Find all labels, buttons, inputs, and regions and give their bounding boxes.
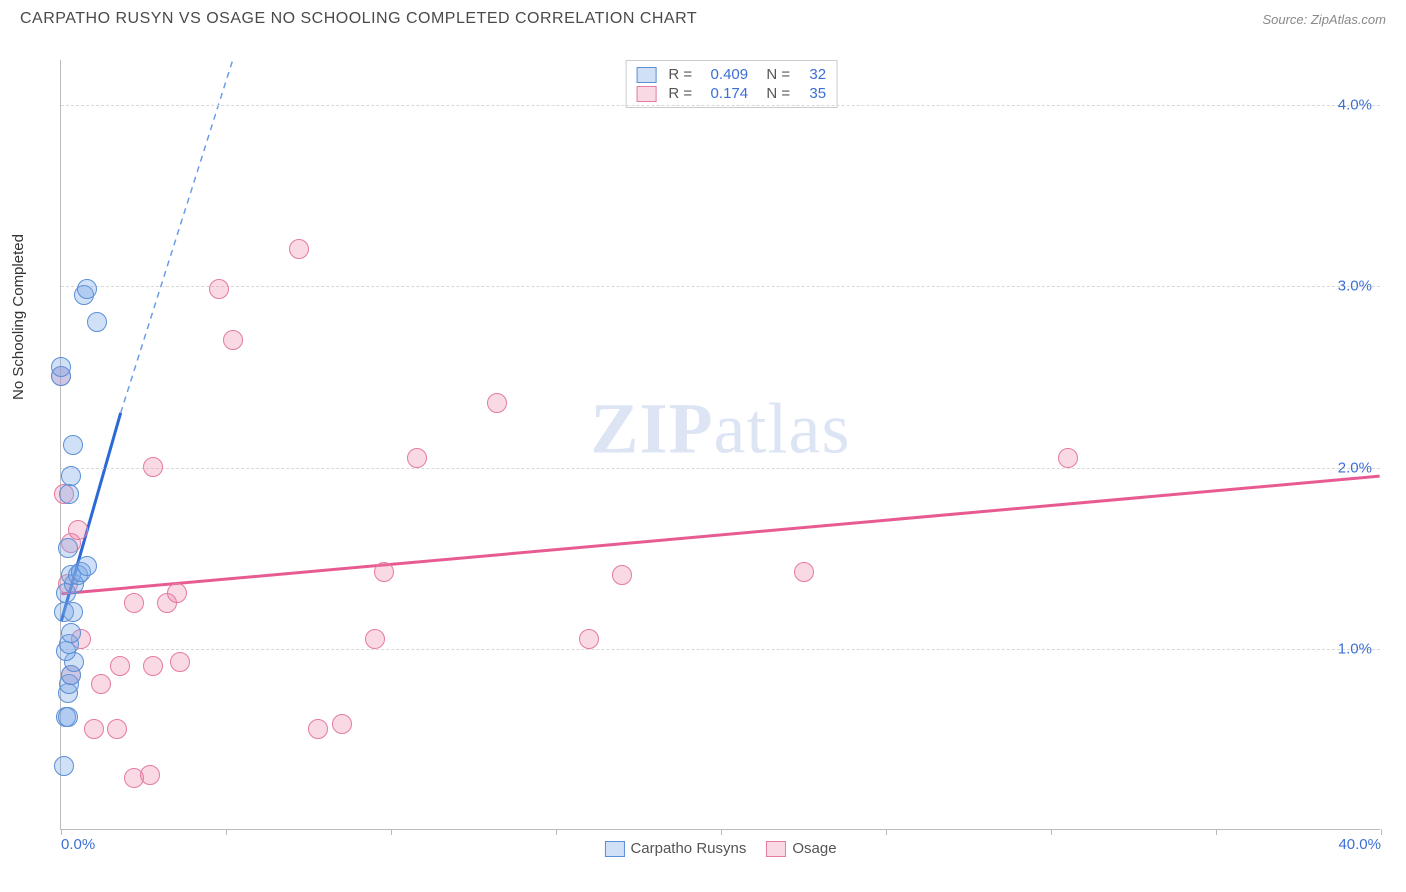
stats-row-pink: R = 0.174 N = 35	[636, 84, 826, 103]
data-point	[84, 719, 104, 739]
data-point	[63, 602, 83, 622]
chart-container: No Schooling Completed ZIPatlas R = 0.40…	[20, 40, 1386, 880]
data-point	[612, 565, 632, 585]
data-point	[487, 393, 507, 413]
data-point	[58, 707, 78, 727]
x-tick-label: 40.0%	[1338, 836, 1381, 853]
data-point	[58, 538, 78, 558]
data-point	[1058, 448, 1078, 468]
data-point	[332, 714, 352, 734]
y-tick-label: 2.0%	[1338, 459, 1372, 476]
data-point	[68, 520, 88, 540]
data-point	[407, 448, 427, 468]
data-point	[374, 562, 394, 582]
chart-title: CARPATHO RUSYN VS OSAGE NO SCHOOLING COM…	[20, 10, 697, 28]
trend-line	[61, 476, 1379, 594]
data-point	[61, 623, 81, 643]
x-tick-mark	[1051, 829, 1052, 835]
data-point	[77, 556, 97, 576]
data-point	[91, 674, 111, 694]
x-tick-mark	[61, 829, 62, 835]
x-tick-mark	[721, 829, 722, 835]
data-point	[308, 719, 328, 739]
gridline	[61, 649, 1380, 650]
legend-swatch-pink	[766, 841, 786, 857]
data-point	[54, 756, 74, 776]
stats-row-blue: R = 0.409 N = 32	[636, 65, 826, 84]
x-tick-mark	[391, 829, 392, 835]
gridline	[61, 286, 1380, 287]
data-point	[140, 765, 160, 785]
data-point	[579, 629, 599, 649]
data-point	[63, 435, 83, 455]
data-point	[209, 279, 229, 299]
legend-swatch-blue	[604, 841, 624, 857]
gridline	[61, 105, 1380, 106]
data-point	[110, 656, 130, 676]
x-tick-mark	[886, 829, 887, 835]
stats-legend: R = 0.409 N = 32 R = 0.174 N = 35	[625, 60, 837, 108]
data-point	[223, 330, 243, 350]
x-tick-mark	[556, 829, 557, 835]
data-point	[143, 457, 163, 477]
y-axis-label: No Schooling Completed	[10, 234, 27, 400]
swatch-blue	[636, 67, 656, 83]
data-point	[77, 279, 97, 299]
trend-line	[121, 60, 233, 413]
data-point	[170, 652, 190, 672]
data-point	[51, 357, 71, 377]
data-point	[87, 312, 107, 332]
y-tick-label: 4.0%	[1338, 97, 1372, 114]
source-attribution: Source: ZipAtlas.com	[1262, 12, 1386, 27]
legend-item-pink: Osage	[766, 840, 836, 857]
legend-label-blue: Carpatho Rusyns	[630, 840, 746, 857]
plot-area: ZIPatlas R = 0.409 N = 32 R = 0.174 N = …	[60, 60, 1380, 830]
data-point	[794, 562, 814, 582]
data-point	[61, 466, 81, 486]
x-tick-label: 0.0%	[61, 836, 95, 853]
x-tick-mark	[226, 829, 227, 835]
watermark: ZIPatlas	[591, 388, 851, 471]
y-tick-label: 3.0%	[1338, 278, 1372, 295]
y-tick-label: 1.0%	[1338, 640, 1372, 657]
legend-item-blue: Carpatho Rusyns	[604, 840, 746, 857]
x-tick-mark	[1381, 829, 1382, 835]
data-point	[107, 719, 127, 739]
data-point	[289, 239, 309, 259]
data-point	[167, 583, 187, 603]
trend-lines-layer	[61, 60, 1380, 829]
data-point	[59, 484, 79, 504]
legend-label-pink: Osage	[792, 840, 836, 857]
x-tick-mark	[1216, 829, 1217, 835]
data-point	[365, 629, 385, 649]
data-point	[143, 656, 163, 676]
data-point	[124, 593, 144, 613]
swatch-pink	[636, 86, 656, 102]
series-legend: Carpatho Rusyns Osage	[604, 840, 836, 857]
gridline	[61, 468, 1380, 469]
